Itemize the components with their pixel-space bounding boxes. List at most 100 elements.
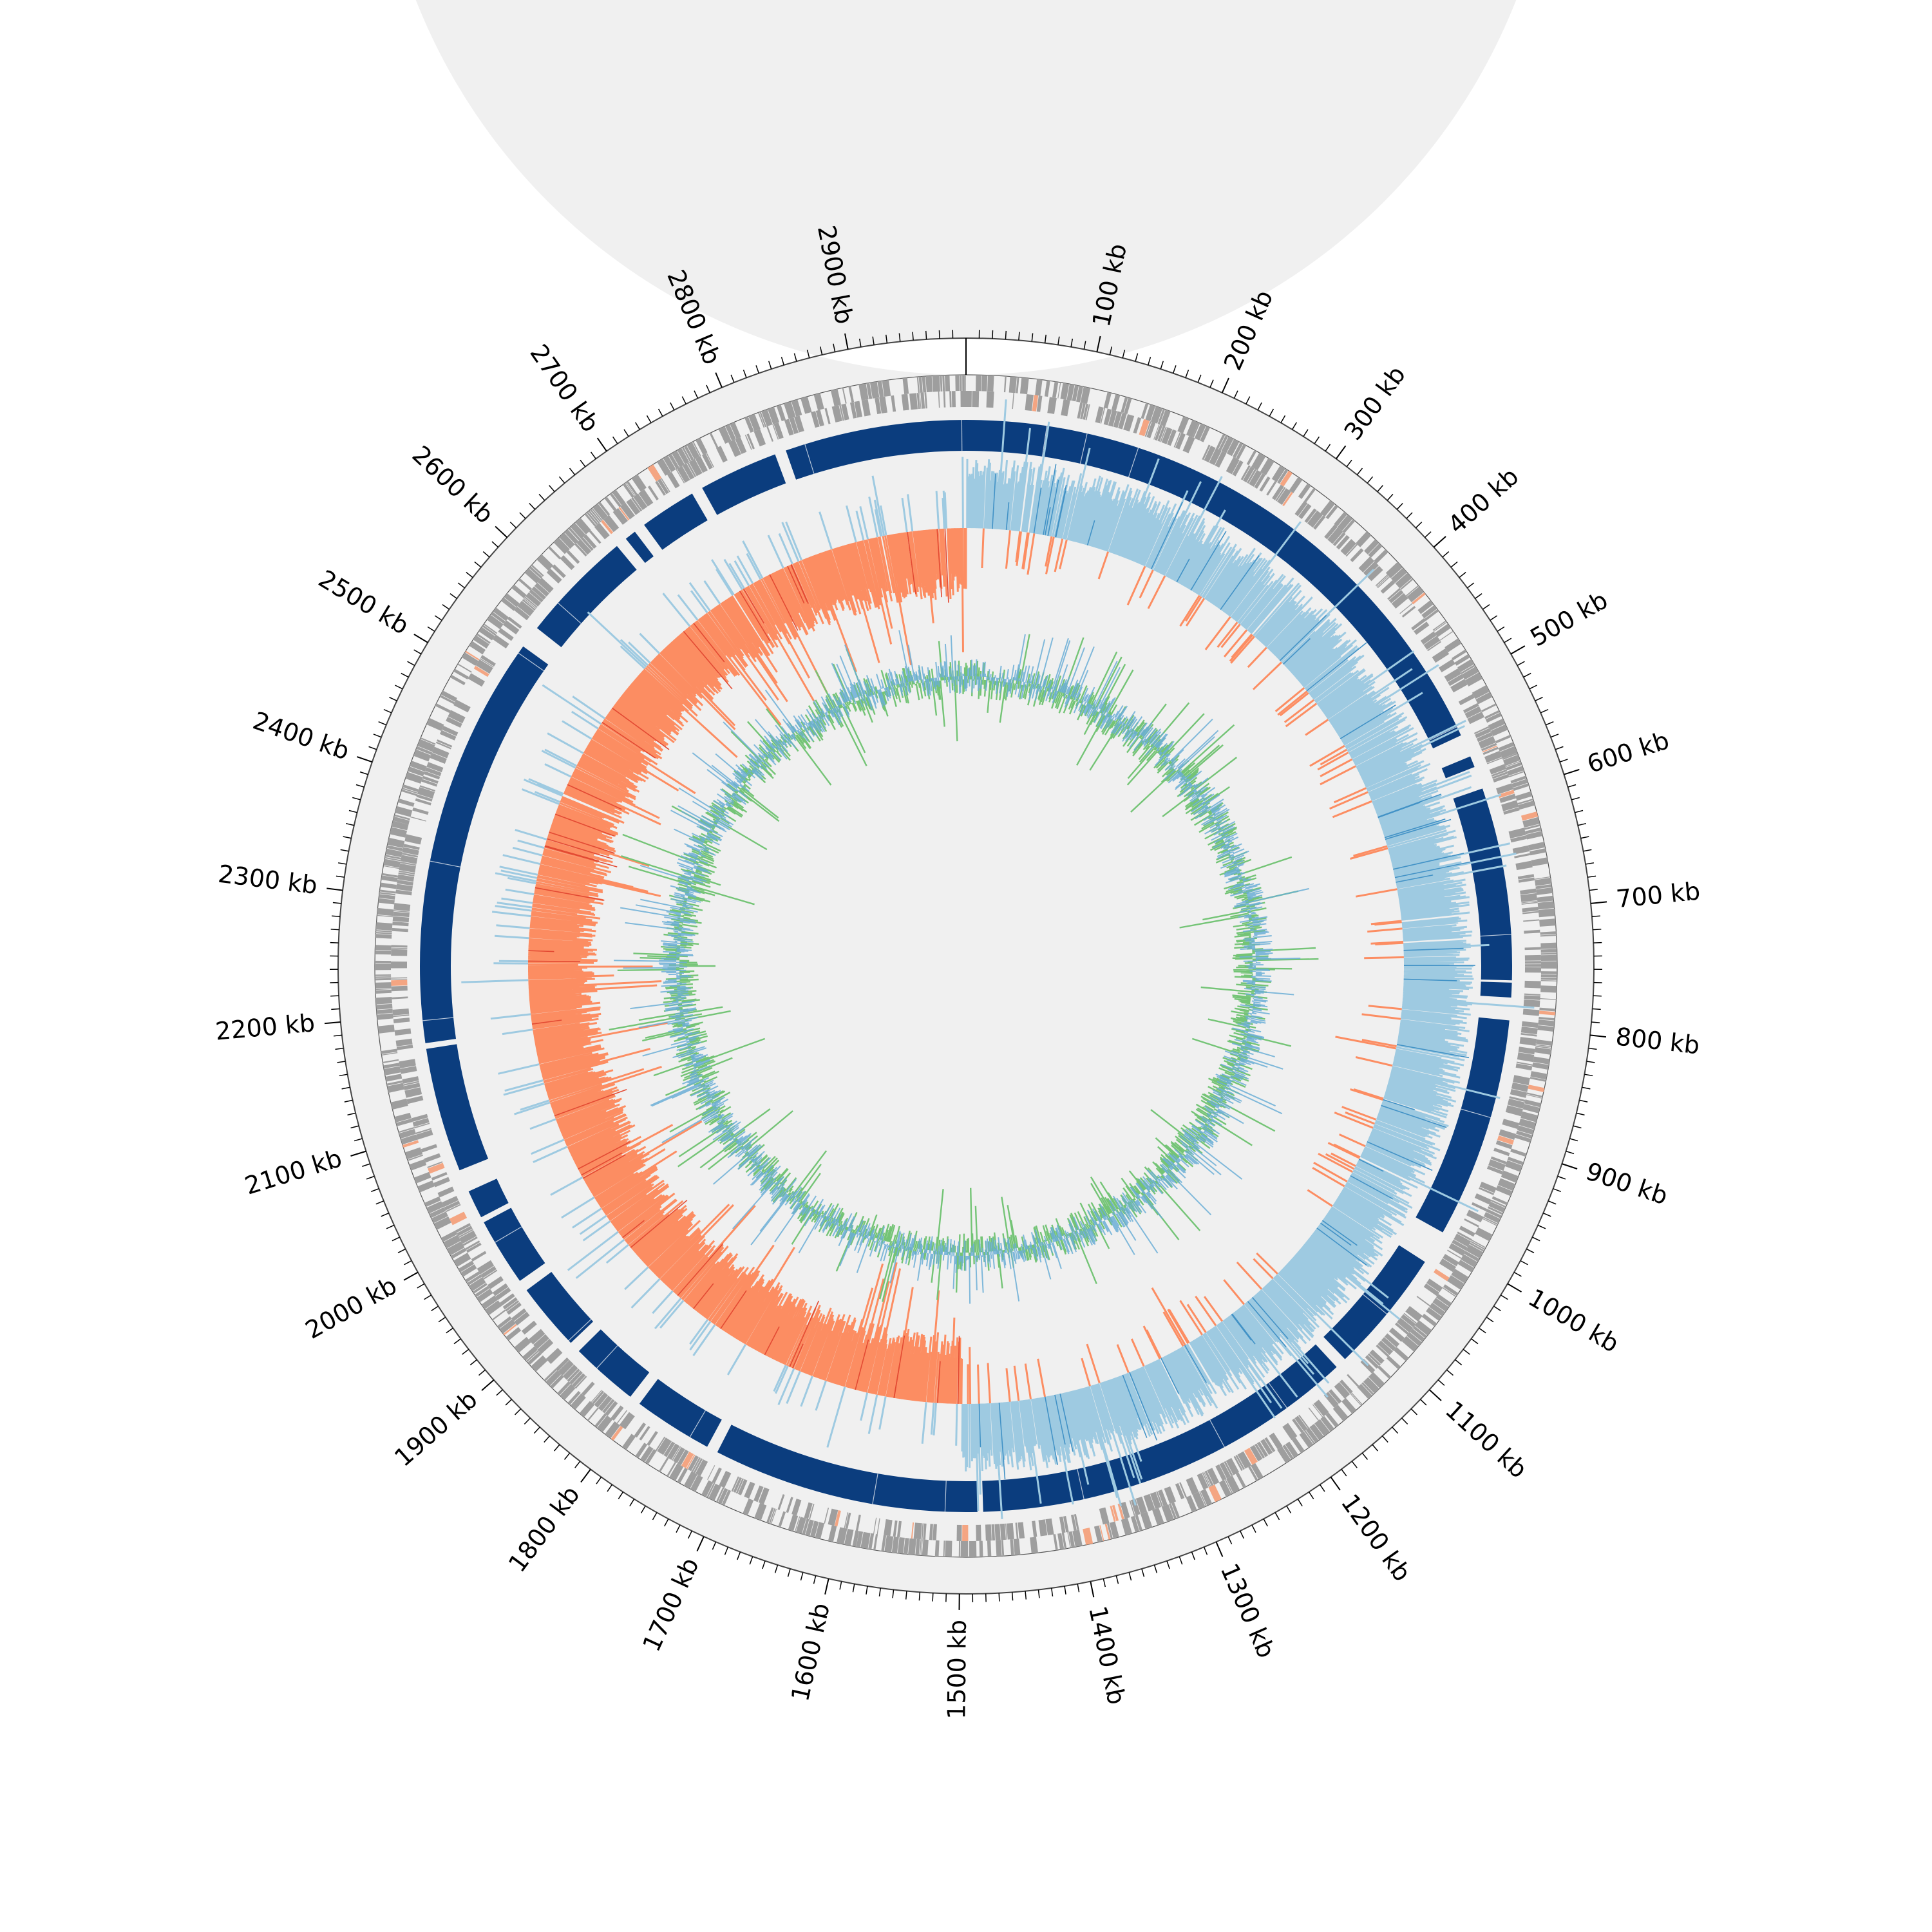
gene-forward	[1320, 500, 1335, 517]
gene-reverse	[529, 589, 544, 603]
gene-forward	[725, 424, 736, 441]
minor-tick	[1227, 1536, 1233, 1545]
gene-reverse	[1298, 1414, 1309, 1428]
gene-forward	[943, 1540, 945, 1557]
minor-tick	[878, 1587, 881, 1596]
tick-label: 2300 kb	[216, 860, 319, 900]
gene-reverse	[406, 1095, 424, 1104]
major-tick	[1589, 1034, 1607, 1038]
gene-forward	[491, 1309, 506, 1321]
gene-reverse	[618, 506, 630, 521]
gene-forward	[588, 510, 600, 524]
gene-reverse	[439, 730, 457, 741]
gene-reverse	[616, 1410, 628, 1424]
gene-forward	[1537, 901, 1555, 910]
gene-forward	[518, 578, 533, 591]
gene-reverse	[567, 1368, 580, 1382]
gc-skew-spike	[1150, 502, 1183, 570]
gene-forward	[461, 652, 478, 666]
gene-forward	[417, 739, 435, 752]
gene-forward	[868, 1533, 875, 1550]
gene-reverse	[1423, 1283, 1440, 1296]
gene-forward	[375, 932, 392, 934]
gene-reverse	[574, 1376, 587, 1389]
gene-reverse	[1522, 907, 1539, 913]
gc-content-track	[609, 630, 1319, 1304]
gc-skew-spike	[998, 1402, 1006, 1480]
gene-forward	[375, 978, 392, 981]
gene-forward	[882, 379, 891, 397]
minor-tick	[670, 402, 675, 411]
gene-reverse	[1347, 1374, 1359, 1387]
gene-reverse	[1502, 1119, 1520, 1130]
gene-reverse	[861, 399, 871, 417]
gene-reverse	[1120, 1501, 1130, 1519]
gene-forward	[1540, 931, 1557, 935]
minor-tick	[331, 1008, 340, 1010]
major-tick	[1433, 536, 1446, 548]
gene-reverse	[1025, 393, 1034, 412]
gene-forward	[386, 1080, 403, 1086]
gene-reverse	[466, 1242, 482, 1253]
major-tick	[596, 437, 607, 452]
gene-forward	[860, 1531, 871, 1549]
gene-forward	[1535, 1045, 1552, 1049]
gene-reverse	[1313, 515, 1326, 530]
minor-tick	[533, 1426, 540, 1434]
minor-tick	[538, 493, 545, 501]
gene-reverse	[1340, 1379, 1353, 1394]
block-separator	[596, 1345, 618, 1369]
gene-forward	[531, 564, 544, 577]
gene-reverse	[1032, 395, 1039, 412]
gene-forward	[1282, 1444, 1294, 1460]
gene-forward	[1540, 961, 1557, 969]
gene-forward	[536, 554, 554, 571]
minor-tick	[681, 396, 687, 404]
gene-forward	[1495, 735, 1511, 744]
gene-forward	[1277, 469, 1289, 484]
minor-tick	[1592, 1008, 1601, 1010]
tick-label: 1100 kb	[1440, 1396, 1533, 1484]
gene-reverse	[962, 1524, 969, 1542]
minor-tick	[938, 330, 940, 339]
gene-forward	[1395, 573, 1412, 589]
minor-tick	[469, 1359, 477, 1366]
gene-forward	[404, 1147, 423, 1160]
minor-tick	[1191, 1551, 1195, 1560]
minor-tick	[1557, 1175, 1566, 1180]
gene-reverse	[991, 1524, 996, 1541]
gc-skew-spike	[693, 623, 725, 663]
gene-forward	[405, 772, 423, 784]
gene-forward	[1502, 752, 1519, 760]
gene-forward	[1539, 1016, 1555, 1021]
minor-tick	[1459, 572, 1466, 578]
gene-forward	[401, 1134, 418, 1145]
gene-forward	[1356, 531, 1372, 547]
minor-tick	[496, 1389, 503, 1396]
gene-reverse	[537, 1338, 554, 1354]
gene-reverse	[951, 391, 956, 408]
gene-forward	[1530, 1077, 1546, 1082]
gene-forward	[759, 412, 767, 428]
gene-forward	[431, 1211, 448, 1224]
gene-forward	[1532, 1062, 1549, 1070]
gene-reverse	[1018, 1522, 1025, 1539]
minor-tick	[1546, 721, 1554, 726]
gene-reverse	[1447, 1249, 1462, 1259]
gene-forward	[1299, 1431, 1314, 1448]
minor-tick	[1420, 1399, 1427, 1406]
minor-tick	[1115, 1575, 1119, 1584]
gene-reverse	[1524, 954, 1541, 961]
gene-reverse	[1464, 1218, 1479, 1227]
gene-reverse	[976, 1524, 981, 1541]
minor-tick	[1482, 604, 1490, 610]
gene-forward	[1019, 377, 1029, 395]
gene-forward	[1010, 1539, 1014, 1556]
gene-forward	[976, 375, 981, 392]
gene-reverse	[1524, 964, 1541, 967]
gene-reverse	[403, 1081, 420, 1086]
minor-tick	[774, 1564, 779, 1573]
gene-forward	[1368, 543, 1383, 558]
gene-forward	[658, 1457, 669, 1472]
